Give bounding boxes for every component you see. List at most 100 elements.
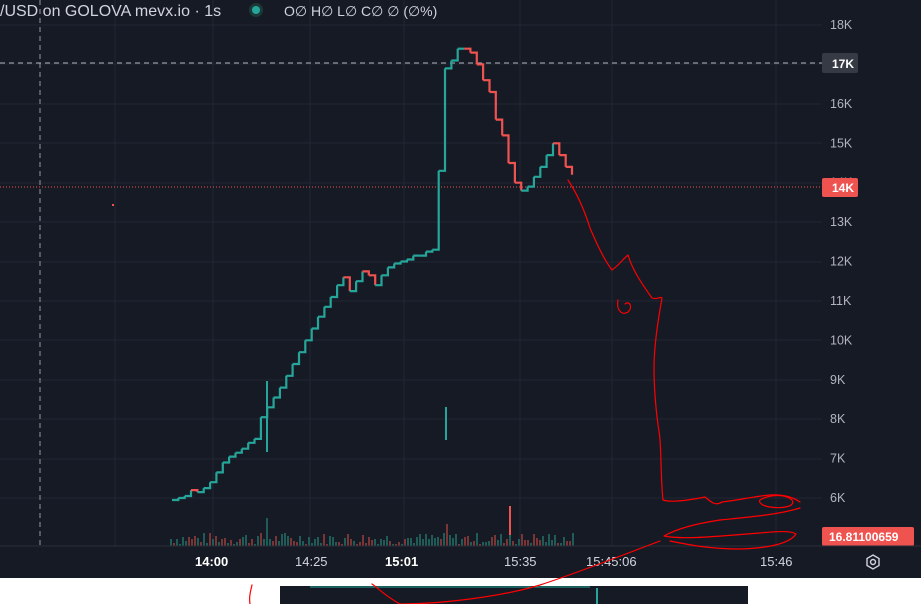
price-step xyxy=(495,118,504,136)
volume-bar xyxy=(341,544,343,546)
volume-bar xyxy=(524,540,526,546)
volume-bar xyxy=(542,536,544,546)
price-step xyxy=(248,438,256,444)
price-step xyxy=(203,482,212,490)
volume-bar xyxy=(512,541,514,546)
volume-bar xyxy=(200,542,202,546)
volume-bar xyxy=(374,539,376,546)
volume-bar xyxy=(545,542,547,546)
volume-bar xyxy=(572,533,574,546)
volume-bar xyxy=(500,534,502,546)
volume-bar xyxy=(455,534,457,546)
volume-bar xyxy=(203,533,205,546)
volume-bar xyxy=(437,537,439,546)
volume-bar xyxy=(263,539,265,546)
price-step xyxy=(527,176,535,188)
price-step xyxy=(476,63,485,81)
price-axis-label: 12K xyxy=(830,255,853,269)
volume-bar xyxy=(377,544,379,546)
volume-bar xyxy=(302,541,304,546)
price-step xyxy=(343,276,351,292)
price-step xyxy=(502,134,510,163)
volume-bar xyxy=(449,535,451,546)
volume-bar xyxy=(182,537,184,546)
price-step xyxy=(216,462,224,474)
price-step xyxy=(432,170,440,251)
volume-bar xyxy=(215,536,217,546)
volume-bar xyxy=(206,543,208,546)
volume-bar xyxy=(521,534,523,546)
volume-bar xyxy=(419,534,421,546)
volume-bar xyxy=(506,539,508,546)
price-step xyxy=(368,274,377,286)
volume-bar xyxy=(281,534,283,546)
chart-background xyxy=(0,0,921,578)
volume-bar xyxy=(398,542,400,546)
price-axis-label: 10K xyxy=(830,333,853,347)
volume-bar xyxy=(296,542,298,546)
volume-bar xyxy=(482,542,484,546)
volume-bar xyxy=(368,537,370,546)
settings-gear-icon[interactable] xyxy=(866,554,880,570)
volume-bar xyxy=(335,542,337,546)
volume-bar xyxy=(452,538,454,546)
price-step xyxy=(330,285,339,299)
stray-mark xyxy=(112,204,114,206)
volume-bar xyxy=(314,539,316,546)
volume-bar xyxy=(236,542,238,546)
volume-bar xyxy=(554,535,556,546)
volume-bar xyxy=(566,541,568,546)
price-axis-label: 13K xyxy=(830,215,853,229)
volume-bar xyxy=(356,544,358,546)
price-step xyxy=(451,48,459,62)
volume-bar xyxy=(443,533,445,546)
price-axis[interactable] xyxy=(822,0,921,546)
volume-bar xyxy=(284,533,286,546)
volume-bar xyxy=(371,540,373,546)
price-step xyxy=(514,181,523,191)
price-step xyxy=(241,442,250,450)
volume-bar xyxy=(188,537,190,546)
price-step xyxy=(318,306,326,318)
volume-bar xyxy=(275,536,277,546)
time-axis[interactable] xyxy=(0,546,921,578)
time-label: 15:45:06 xyxy=(586,554,637,569)
time-label: 15:01 xyxy=(385,554,418,569)
volume-bar xyxy=(179,544,181,546)
annotation-stroke xyxy=(567,179,664,501)
volume-bar xyxy=(185,541,187,546)
current-price-tag xyxy=(822,178,858,197)
volume-bar xyxy=(332,537,334,546)
volume-bar xyxy=(413,543,415,546)
volume-bar xyxy=(362,535,364,546)
volume-bar xyxy=(428,539,430,546)
volume-bar xyxy=(389,541,391,546)
volume-bar xyxy=(503,543,505,546)
time-label: 14:25 xyxy=(295,554,328,569)
volume-bar xyxy=(551,540,553,546)
volume-bar xyxy=(242,537,244,546)
volume-bar xyxy=(353,541,355,546)
volume-bar xyxy=(323,534,325,546)
volume-bar xyxy=(227,543,229,546)
volume-bar xyxy=(290,538,292,546)
annotation-stroke xyxy=(617,299,632,314)
market-status-dot-inner xyxy=(252,6,260,14)
volume-bar xyxy=(563,537,565,546)
volume-bar xyxy=(422,539,424,546)
crosshair-price-label: 17K xyxy=(832,57,854,71)
price-axis-label: 15K xyxy=(830,136,853,150)
price-step xyxy=(235,448,243,454)
volume-bar xyxy=(464,537,466,546)
volume-bar xyxy=(260,533,262,546)
volume-bar xyxy=(293,541,295,546)
symbol-title[interactable]: /USD on GOLOVA mevx.io · 1s xyxy=(0,3,221,20)
volume-bar xyxy=(386,536,388,546)
volume-bar xyxy=(245,535,247,546)
volume-bar xyxy=(530,543,532,546)
price-step xyxy=(438,68,447,172)
price-step xyxy=(222,456,231,464)
volume-bar xyxy=(212,539,214,546)
price-step xyxy=(489,90,497,120)
price-step xyxy=(419,251,428,257)
